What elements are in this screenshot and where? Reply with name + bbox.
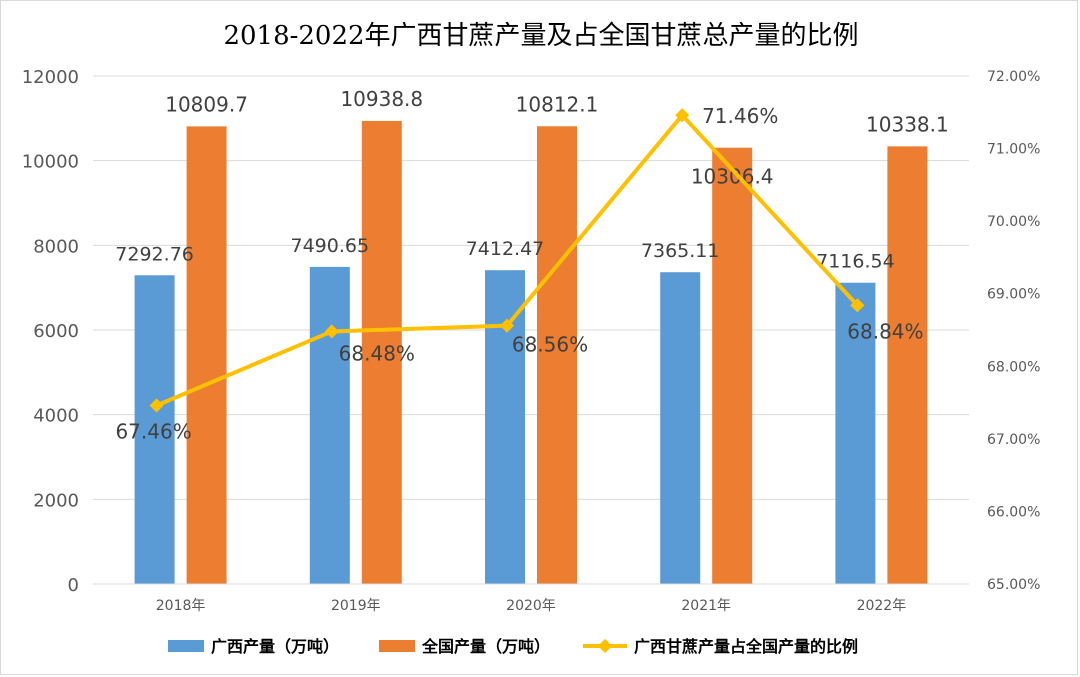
y-axis-right: 65.00% 66.00% 67.00% 68.00% 69.00% 70.00% 71.0… xyxy=(987,69,1040,593)
legend-label-ratio: 广西甘蔗产量占全国产量的比例 xyxy=(634,637,858,656)
ratio-label: 67.46% xyxy=(115,419,191,443)
y-right-tick-label: 70.00% xyxy=(987,214,1040,230)
legend: 广西产量（万吨） 全国产量（万吨） 广西甘蔗产量占全国产量的比例 xyxy=(168,637,858,656)
y-left-tick-label: 2000 xyxy=(33,490,79,511)
bar-label-guangxi: 7292.76 xyxy=(115,243,194,265)
y-right-tick-label: 65.00% xyxy=(987,577,1040,593)
y-left-tick-label: 6000 xyxy=(33,321,79,342)
bar-guangxi xyxy=(134,275,175,584)
legend-swatch-national xyxy=(379,640,415,652)
bar-series xyxy=(134,120,928,584)
x-tick-label: 2022年 xyxy=(857,598,907,614)
legend-label-guangxi: 广西产量（万吨） xyxy=(211,637,339,656)
bar-national xyxy=(361,120,402,584)
ratio-marker xyxy=(324,324,339,339)
bar-label-guangxi: 7365.11 xyxy=(641,240,720,262)
bar-guangxi xyxy=(309,266,350,584)
bar-label-national: 10809.7 xyxy=(165,92,248,116)
y-left-tick-label: 4000 xyxy=(33,406,79,427)
ratio-label: 71.46% xyxy=(702,104,778,128)
y-left-tick-label: 10000 xyxy=(22,152,79,173)
legend-marker-ratio xyxy=(597,638,613,654)
bar-national xyxy=(887,146,928,584)
y-right-tick-label: 71.00% xyxy=(987,142,1040,158)
y-right-tick-label: 72.00% xyxy=(987,69,1040,85)
bar-label-guangxi: 7116.54 xyxy=(816,251,895,273)
bar-national xyxy=(712,147,753,584)
y-right-tick-label: 67.00% xyxy=(987,432,1040,448)
line-series xyxy=(149,108,865,413)
y-left-tick-label: 0 xyxy=(68,575,79,596)
y-right-tick-label: 66.00% xyxy=(987,504,1040,520)
bar-label-guangxi: 7412.47 xyxy=(466,238,545,260)
chart-title: 2018-2022年广西甘蔗产量及占全国甘蔗总产量的比例 xyxy=(223,21,858,51)
bar-label-national: 10938.8 xyxy=(340,87,423,111)
y-left-tick-label: 12000 xyxy=(22,67,79,88)
x-axis: 2018年 2019年 2020年 2021年 2022年 xyxy=(93,583,969,614)
bar-national xyxy=(186,126,227,584)
bar-label-guangxi: 7490.65 xyxy=(291,235,370,257)
y-right-tick-label: 68.00% xyxy=(987,359,1040,375)
bar-data-labels: 7292.76 10809.7 7490.65 10938.8 7412.47 10812… xyxy=(115,87,948,273)
ratio-marker xyxy=(675,108,690,123)
legend-label-national: 全国产量（万吨） xyxy=(421,637,550,656)
y-left-tick-label: 8000 xyxy=(33,236,79,257)
gridlines xyxy=(93,75,969,500)
y-axis-left: 0 2000 4000 6000 8000 10000 12000 xyxy=(22,67,79,596)
x-tick-label: 2021年 xyxy=(681,598,731,614)
ratio-label: 68.48% xyxy=(339,341,415,365)
x-tick-label: 2018年 xyxy=(156,598,206,614)
bar-guangxi xyxy=(485,270,525,584)
line-data-labels: 67.46% 68.48% 68.56% 71.46% 68.84% xyxy=(115,104,923,443)
x-tick-label: 2019年 xyxy=(331,598,381,614)
ratio-label: 68.56% xyxy=(512,333,588,357)
ratio-marker xyxy=(499,318,515,333)
bar-guangxi xyxy=(660,272,701,584)
ratio-marker xyxy=(850,298,865,313)
x-tick-label: 2020年 xyxy=(506,598,556,614)
bar-label-national: 10338.1 xyxy=(866,112,949,136)
bar-label-national: 10812.1 xyxy=(516,92,599,116)
legend-swatch-guangxi xyxy=(168,640,204,652)
ratio-label: 68.84% xyxy=(847,319,923,343)
bar-national xyxy=(537,126,577,584)
bar-guangxi xyxy=(835,282,876,584)
ratio-marker xyxy=(149,398,164,413)
y-right-tick-label: 69.00% xyxy=(987,287,1040,303)
